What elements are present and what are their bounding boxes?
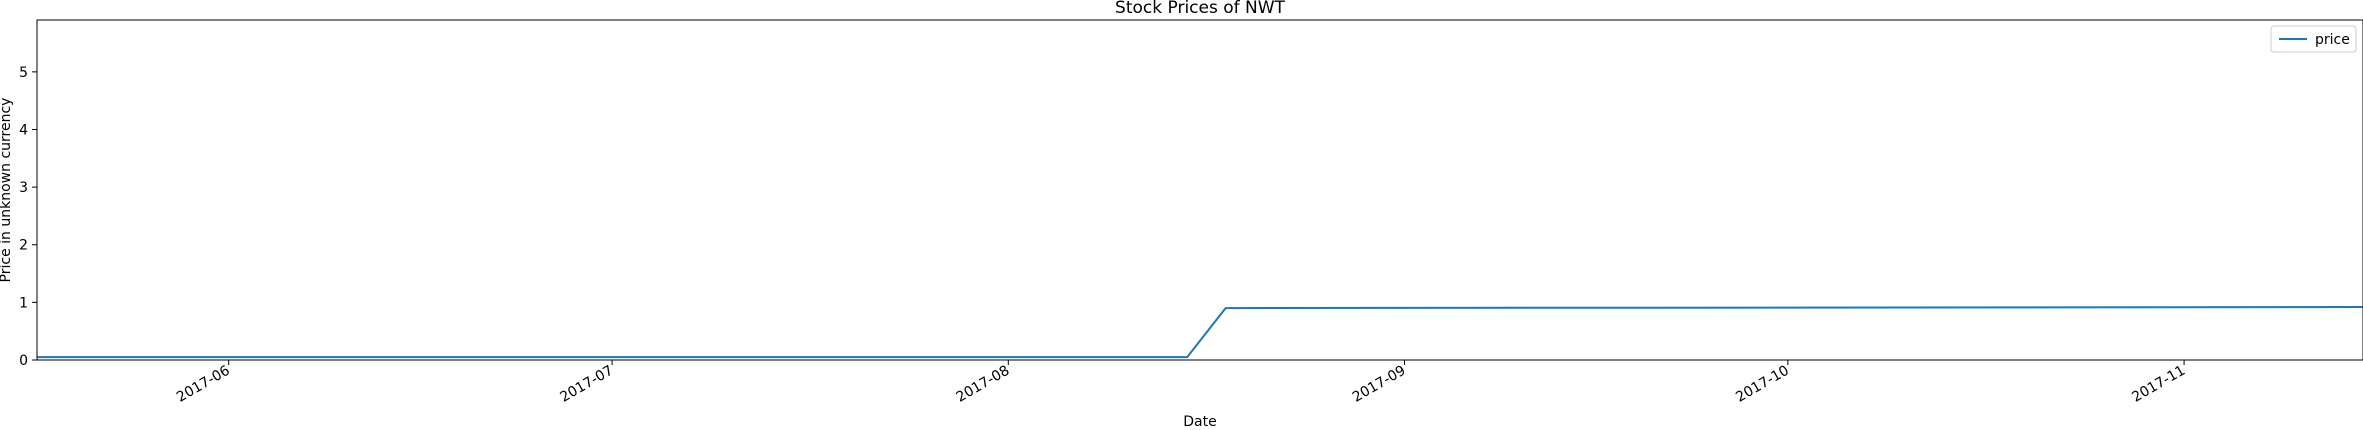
y-tick-label: 1 xyxy=(19,295,28,311)
x-tick-label: 2017-07 xyxy=(557,363,616,406)
y-axis-ticks: 0 1 2 3 4 5 xyxy=(19,65,37,369)
x-axis-ticks: 2017-06 2017-07 2017-08 2017-09 2017-10 2017-… xyxy=(174,360,2188,406)
y-tick-label: 3 xyxy=(19,180,28,196)
legend: price xyxy=(2270,25,2357,53)
y-axis-label: Price in unknown currency xyxy=(0,98,14,283)
legend-box xyxy=(2270,25,2357,53)
chart-title: Stock Prices of NWT xyxy=(1115,0,1285,18)
x-tick-label: 2017-10 xyxy=(1733,363,1792,406)
x-axis-label: Date xyxy=(1183,414,1216,430)
plot-frame xyxy=(36,19,2363,361)
x-tick-label: 2017-08 xyxy=(954,363,1013,406)
y-tick-label: 0 xyxy=(19,353,28,369)
x-tick-label: 2017-06 xyxy=(174,363,233,406)
x-tick-label: 2017-09 xyxy=(1350,363,1409,406)
legend-label-price: price xyxy=(2315,32,2350,48)
series-layer xyxy=(37,306,2363,359)
y-tick-label: 4 xyxy=(19,122,28,138)
plot-area xyxy=(37,20,2363,360)
x-tick-label: 2017-11 xyxy=(2129,363,2188,406)
y-tick-label: 2 xyxy=(19,238,28,254)
series-line-price xyxy=(37,306,2363,359)
y-tick-label: 5 xyxy=(19,65,28,81)
